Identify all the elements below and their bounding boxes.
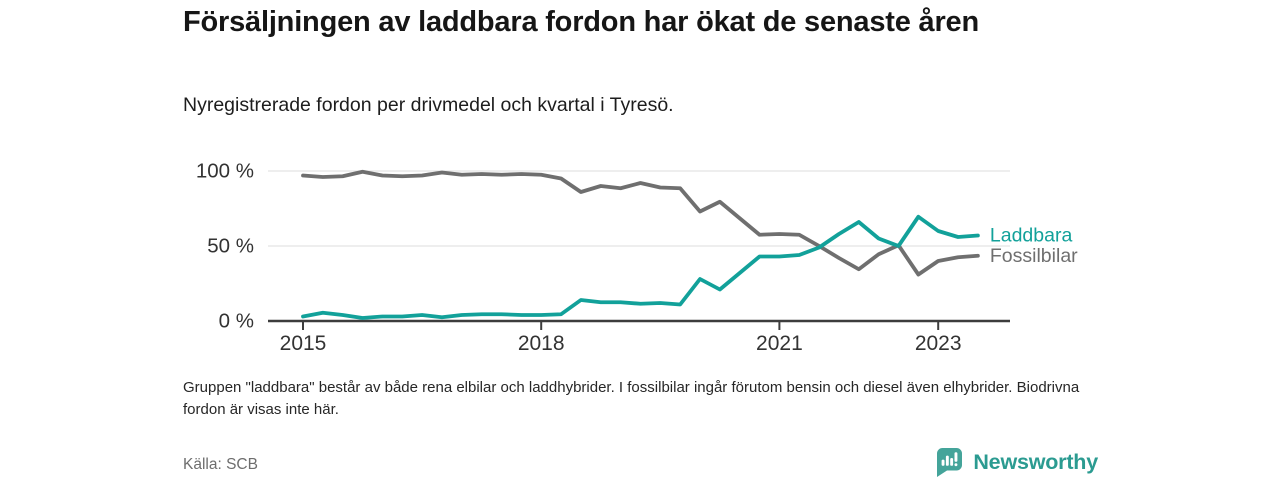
source-label: Källa: SCB (183, 456, 258, 473)
bottom-row: Källa: SCB Newsworthy (0, 445, 1280, 480)
chart-title: Försäljningen av laddbara fordon har öka… (183, 6, 979, 38)
newsworthy-logo-text: Newsworthy (973, 449, 1098, 474)
series-label-laddbara: Laddbara (990, 225, 1073, 247)
labels-layer: 0 % 50 % 100 % 2015 2018 2021 2023 LaddbaraFoss… (196, 160, 1078, 356)
x-tick-label: 2018 (518, 332, 565, 355)
newsworthy-pin-barchart-icon (937, 447, 963, 477)
logo-bar-medium (950, 457, 954, 466)
logo-bar-small (941, 459, 945, 466)
x-tick-label: 2015 (280, 332, 327, 355)
y-tick-label: 100 % (196, 160, 254, 183)
y-tick-label: 0 % (219, 310, 254, 333)
x-tick-label: 2021 (756, 332, 803, 355)
line-chart: 0 % 50 % 100 % 2015 2018 2021 2023 LaddbaraFoss… (196, 160, 1078, 356)
logo-bar-tall (946, 455, 950, 466)
laddbara-line (301, 214, 980, 320)
series-label-fossilbilar: Fossilbilar (990, 245, 1078, 267)
axis-layer (268, 319, 1010, 330)
gridlines-layer (268, 170, 1010, 247)
newsworthy-logo: Newsworthy (934, 445, 1098, 479)
x-tick-label: 2023 (915, 332, 962, 355)
logo-exclamation-dot (954, 462, 958, 466)
logo-exclamation-bar (954, 451, 958, 462)
y-tick-label: 50 % (207, 235, 254, 258)
series-layer (301, 169, 980, 320)
chart-footnote: Gruppen "laddbara" består av både rena e… (183, 379, 1080, 418)
chart-subtitle: Nyregistrerade fordon per drivmedel och … (183, 94, 674, 116)
fossilbilar-line (301, 169, 980, 277)
